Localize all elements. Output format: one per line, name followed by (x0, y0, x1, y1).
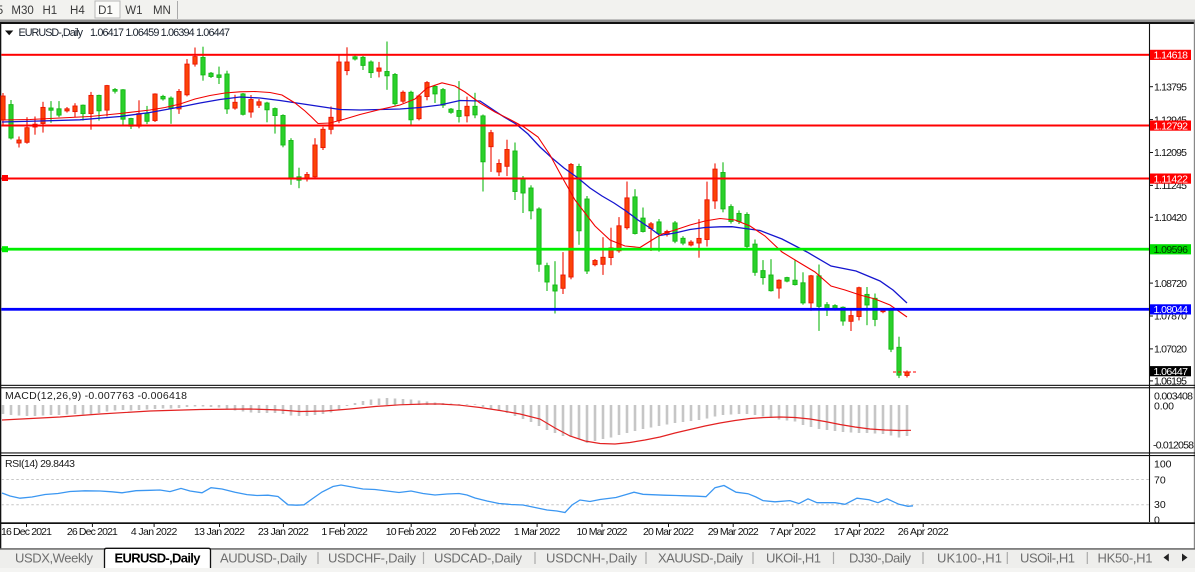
svg-text:USDX,Weekly: USDX,Weekly (15, 551, 94, 566)
svg-text:26 Dec 2021: 26 Dec 2021 (67, 526, 118, 538)
svg-text:5: 5 (0, 5, 3, 17)
svg-text:1.08720: 1.08720 (1154, 278, 1187, 290)
svg-text:DJ30-,Daily: DJ30-,Daily (849, 551, 912, 566)
svg-text:0.003408: 0.003408 (1154, 391, 1193, 403)
svg-text:-0.012058: -0.012058 (1153, 440, 1194, 452)
svg-text:23 Jan 2022: 23 Jan 2022 (258, 526, 309, 538)
svg-text:UKOil-,H1: UKOil-,H1 (766, 551, 821, 566)
svg-text:1.14618: 1.14618 (1154, 50, 1189, 62)
svg-text:0.00: 0.00 (1154, 401, 1174, 413)
svg-text:USDCHF-,Daily: USDCHF-,Daily (328, 551, 417, 566)
svg-text:30: 30 (1154, 499, 1166, 511)
svg-text:1 Mar 2022: 1 Mar 2022 (514, 526, 561, 538)
svg-text:100: 100 (1154, 458, 1172, 470)
svg-text:MACD(12,26,9) -0.007763 -0.006: MACD(12,26,9) -0.007763 -0.006418 (5, 390, 187, 402)
svg-text:M30: M30 (11, 5, 33, 17)
svg-text:W1: W1 (125, 5, 142, 17)
svg-text:1.09596: 1.09596 (1154, 244, 1189, 256)
svg-text:1.07020: 1.07020 (1154, 344, 1187, 356)
svg-text:1.12095: 1.12095 (1154, 147, 1187, 159)
svg-text:1.13795: 1.13795 (1154, 81, 1187, 93)
svg-text:1.08044: 1.08044 (1154, 304, 1189, 316)
svg-text:UK100-,H1: UK100-,H1 (937, 551, 1002, 566)
svg-text:20 Feb 2022: 20 Feb 2022 (450, 526, 501, 538)
svg-text:1.11422: 1.11422 (1154, 173, 1189, 185)
svg-text:1.10420: 1.10420 (1154, 212, 1187, 224)
svg-text:EURUSD-,Daily: EURUSD-,Daily (115, 551, 202, 566)
svg-text:1.06447: 1.06447 (1154, 366, 1189, 378)
svg-text:EURUSD-,Daily: EURUSD-,Daily (19, 27, 84, 39)
svg-text:10 Mar 2022: 10 Mar 2022 (577, 526, 628, 538)
svg-text:20 Mar 2022: 20 Mar 2022 (643, 526, 694, 538)
svg-text:1.06195: 1.06195 (1154, 376, 1187, 388)
svg-text:H1: H1 (42, 5, 57, 17)
svg-text:USDCAD-,Daily: USDCAD-,Daily (434, 551, 523, 566)
svg-text:26 Apr 2022: 26 Apr 2022 (898, 526, 949, 538)
svg-text:0: 0 (1154, 514, 1160, 526)
svg-text:17 Apr 2022: 17 Apr 2022 (834, 526, 885, 538)
svg-text:1.12792: 1.12792 (1154, 120, 1189, 132)
svg-text:4 Jan 2022: 4 Jan 2022 (131, 526, 178, 538)
svg-text:MN: MN (153, 5, 171, 17)
svg-text:16 Dec 2021: 16 Dec 2021 (1, 526, 52, 538)
svg-text:XAUUSD-,Daily: XAUUSD-,Daily (658, 551, 744, 566)
svg-text:HK50-,H1: HK50-,H1 (1098, 551, 1153, 566)
svg-text:1 Feb 2022: 1 Feb 2022 (321, 526, 368, 538)
svg-text:AUDUSD-,Daily: AUDUSD-,Daily (220, 551, 308, 566)
svg-text:H4: H4 (70, 5, 85, 17)
svg-text:7 Apr 2022: 7 Apr 2022 (769, 526, 816, 538)
svg-text:RSI(14) 29.8443: RSI(14) 29.8443 (5, 458, 75, 470)
svg-text:70: 70 (1154, 474, 1166, 486)
svg-text:10 Feb 2022: 10 Feb 2022 (386, 526, 437, 538)
svg-text:USDCNH-,Daily: USDCNH-,Daily (546, 551, 638, 566)
svg-text:D1: D1 (98, 5, 113, 17)
svg-text:USOil-,H1: USOil-,H1 (1020, 551, 1075, 566)
svg-text:13 Jan 2022: 13 Jan 2022 (194, 526, 245, 538)
svg-text:1.06417 1.06459 1.06394 1.0644: 1.06417 1.06459 1.06394 1.06447 (90, 27, 230, 39)
svg-text:29 Mar 2022: 29 Mar 2022 (708, 526, 759, 538)
